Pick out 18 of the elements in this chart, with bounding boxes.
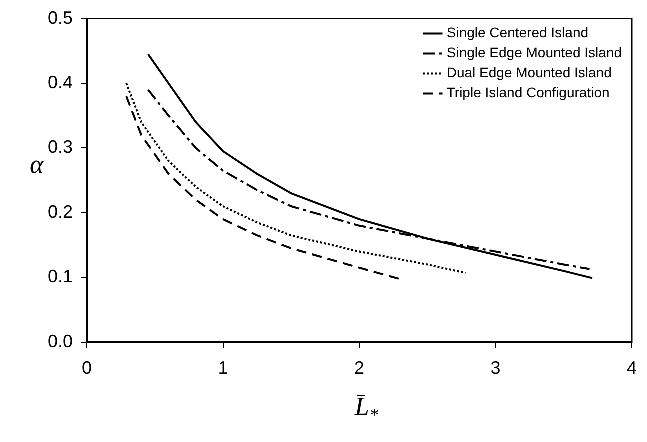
y-tick-label: 0.1: [48, 266, 74, 287]
x-tick-label: 3: [490, 358, 501, 378]
y-tick-label: 0.5: [48, 8, 74, 28]
y-axis-title: α: [30, 150, 44, 180]
x-tick-label: 1: [218, 358, 228, 378]
y-tick-label: 0.4: [48, 72, 74, 92]
x-tick-label: 4: [626, 358, 637, 378]
y-tick-label: 0.2: [48, 202, 74, 222]
legend-label: Single Centered Island: [446, 24, 589, 41]
legend-label: Dual Edge Mounted Island: [446, 64, 612, 81]
x-axis-title: L̄$_{*}$: [355, 392, 378, 426]
legend-label: Triple Island Configuration: [446, 84, 610, 101]
x-tick-label: 0: [82, 358, 92, 378]
legend-label: Single Edge Mounted Island: [446, 44, 622, 61]
line-series: [126, 95, 400, 280]
y-tick-label: 0.0: [48, 331, 74, 352]
y-tick-label: 0.3: [48, 137, 74, 158]
x-tick-label: 2: [354, 358, 365, 378]
